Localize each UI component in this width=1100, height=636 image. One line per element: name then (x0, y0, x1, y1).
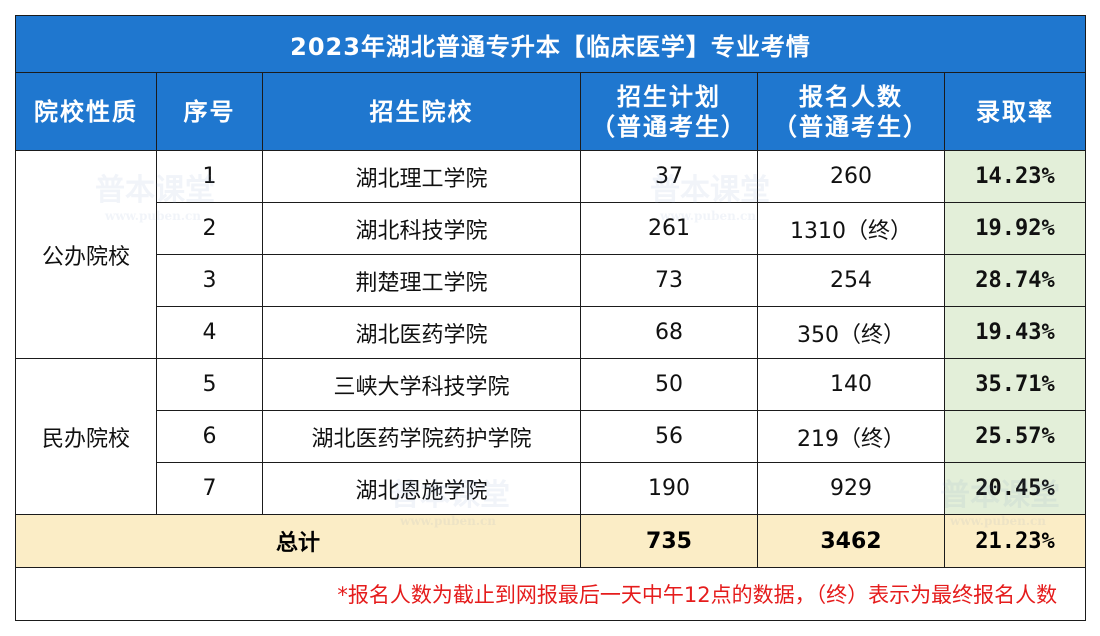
cell-plan: 190 (580, 462, 758, 515)
cell-school: 三峡大学科技学院 (262, 358, 581, 411)
header-plan: 招生计划 （普通考生） (580, 72, 758, 151)
header-type: 院校性质 (15, 72, 157, 151)
cell-index: 1 (156, 150, 263, 203)
header-school: 招生院校 (262, 72, 581, 151)
cell-rate: 20.45% (943, 462, 1087, 515)
header-plan-line2: （普通考生） (591, 112, 747, 141)
cell-rate: 25.57% (943, 410, 1087, 463)
total-label: 总计 (15, 514, 581, 568)
cell-applicants: 350（终） (757, 306, 945, 359)
cell-index: 7 (156, 462, 263, 515)
cell-applicants: 254 (757, 254, 945, 307)
table-row: 民办院校 5 三峡大学科技学院 50 140 35.71% (15, 358, 1087, 515)
cell-plan: 73 (580, 254, 758, 307)
note-row: *报名人数为截止到网报最后一天中午12点的数据，（终）表示为最终报名人数 (14, 567, 1087, 621)
header-row: 院校性质 序号 招生院校 招生计划 （普通考生） 报名人数 （普通考生） 录取率 (15, 72, 1087, 151)
header-index: 序号 (156, 72, 263, 151)
header-plan-line1: 招生计划 (617, 82, 721, 111)
cell-applicants: 260 (757, 150, 945, 203)
cell-plan: 261 (580, 202, 758, 255)
cell-school: 湖北医药学院药护学院 (262, 410, 581, 463)
cell-school: 湖北科技学院 (262, 202, 581, 255)
cell-index: 6 (156, 410, 263, 463)
cell-rate: 28.74% (943, 254, 1087, 307)
cell-index: 3 (156, 254, 263, 307)
cell-applicants: 1310（终） (757, 202, 945, 255)
header-applicants-line1: 报名人数 (799, 82, 903, 111)
total-applicants: 3462 (757, 514, 945, 568)
cell-plan: 56 (580, 410, 758, 463)
cell-plan: 68 (580, 306, 758, 359)
title-row: 2023年湖北普通专升本【临床医学】专业考情 (14, 15, 1087, 73)
table-row: 3 荆楚理工学院 73 254 28.74% (16, 254, 1087, 307)
total-row: 总计 735 3462 21.23% (15, 514, 1087, 568)
cell-applicants: 140 (757, 358, 945, 411)
cell-plan: 37 (580, 150, 758, 203)
total-plan: 735 (580, 514, 758, 568)
exam-table-sheet: 2023年湖北普通专升本【临床医学】专业考情 院校性质 序号 招生院校 招生计划… (14, 15, 1087, 621)
cell-rate: 35.71% (943, 358, 1087, 411)
table-row: 2 湖北科技学院 261 1310（终） 19.92% (16, 202, 1087, 255)
cell-index: 4 (156, 306, 263, 359)
table-title: 2023年湖北普通专升本【临床医学】专业考情 (14, 15, 1087, 73)
header-applicants: 报名人数 （普通考生） (757, 72, 945, 151)
cell-rate: 19.43% (943, 306, 1087, 359)
table-row: 公办院校 1 湖北理工学院 37 260 14.23% (15, 150, 1087, 359)
cell-school: 湖北恩施学院 (262, 462, 581, 515)
cell-school: 湖北理工学院 (262, 150, 581, 203)
footnote: *报名人数为截止到网报最后一天中午12点的数据，（终）表示为最终报名人数 (14, 567, 1087, 621)
cell-index: 2 (156, 202, 263, 255)
table-row: 4 湖北医药学院 68 350（终） 19.43% (16, 306, 1087, 359)
cell-school: 湖北医药学院 (262, 306, 581, 359)
table-row: 6 湖北医药学院药护学院 56 219（终） 25.57% (16, 410, 1087, 463)
cell-applicants: 219（终） (757, 410, 945, 463)
cell-rate: 14.23% (943, 150, 1087, 203)
exam-stats-table: 2023年湖北普通专升本【临床医学】专业考情 院校性质 序号 招生院校 招生计划… (14, 15, 1087, 621)
header-rate: 录取率 (943, 72, 1087, 151)
total-rate: 21.23% (943, 514, 1087, 568)
cell-school: 荆楚理工学院 (262, 254, 581, 307)
table-row: 7 湖北恩施学院 190 929 20.45% (16, 462, 1087, 515)
group-public: 公办院校 (15, 150, 157, 359)
cell-plan: 50 (580, 358, 758, 411)
cell-applicants: 929 (757, 462, 945, 515)
cell-rate: 19.92% (943, 202, 1087, 255)
cell-index: 5 (156, 358, 263, 411)
header-applicants-line2: （普通考生） (773, 112, 929, 141)
group-private: 民办院校 (15, 358, 157, 515)
